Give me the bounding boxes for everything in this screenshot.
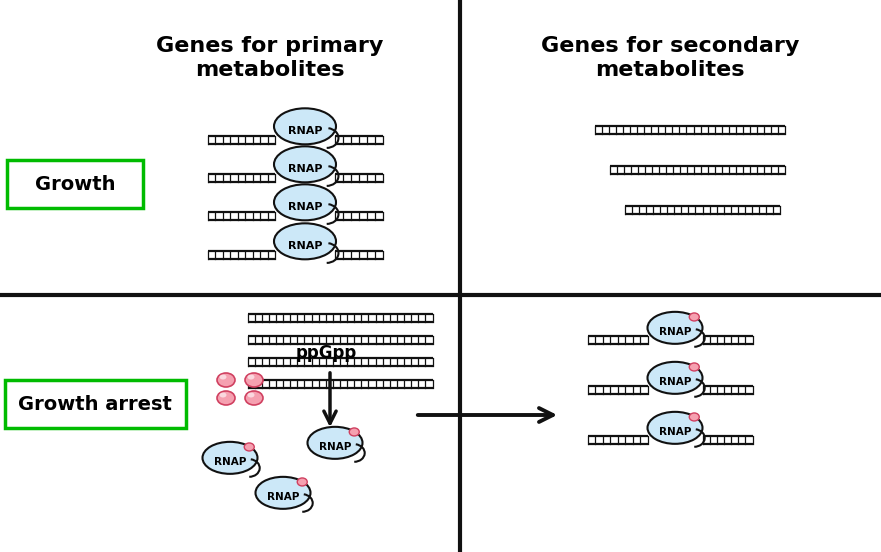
Ellipse shape: [217, 391, 235, 405]
Text: RNAP: RNAP: [267, 492, 300, 502]
Ellipse shape: [219, 392, 226, 397]
Ellipse shape: [274, 184, 336, 220]
Ellipse shape: [648, 362, 702, 394]
Text: RNAP: RNAP: [659, 327, 692, 337]
Text: ppGpp: ppGpp: [295, 344, 357, 362]
Ellipse shape: [219, 374, 226, 380]
FancyBboxPatch shape: [5, 380, 186, 428]
Ellipse shape: [349, 428, 359, 436]
Ellipse shape: [648, 312, 702, 344]
Ellipse shape: [689, 313, 700, 321]
Ellipse shape: [297, 478, 307, 486]
Text: RNAP: RNAP: [214, 457, 246, 467]
Ellipse shape: [274, 224, 336, 259]
Ellipse shape: [217, 373, 235, 387]
Text: RNAP: RNAP: [288, 164, 322, 174]
Text: Growth: Growth: [34, 174, 115, 194]
Text: RNAP: RNAP: [288, 126, 322, 136]
Text: RNAP: RNAP: [288, 241, 322, 251]
Ellipse shape: [248, 392, 255, 397]
Ellipse shape: [274, 146, 336, 182]
Ellipse shape: [274, 108, 336, 144]
Ellipse shape: [245, 373, 263, 387]
Text: RNAP: RNAP: [288, 202, 322, 212]
Ellipse shape: [307, 427, 362, 459]
FancyBboxPatch shape: [7, 160, 143, 208]
Ellipse shape: [648, 412, 702, 444]
Text: RNAP: RNAP: [659, 427, 692, 437]
Text: Growth arrest: Growth arrest: [19, 395, 172, 413]
Ellipse shape: [248, 374, 255, 380]
Ellipse shape: [255, 477, 310, 509]
Text: RNAP: RNAP: [659, 377, 692, 387]
Ellipse shape: [203, 442, 257, 474]
Ellipse shape: [689, 413, 700, 421]
Ellipse shape: [689, 363, 700, 371]
Text: Genes for primary
metabolites: Genes for primary metabolites: [156, 36, 384, 79]
Text: RNAP: RNAP: [319, 442, 352, 452]
Ellipse shape: [245, 391, 263, 405]
Text: Genes for secondary
metabolites: Genes for secondary metabolites: [541, 36, 799, 79]
Ellipse shape: [244, 443, 255, 451]
